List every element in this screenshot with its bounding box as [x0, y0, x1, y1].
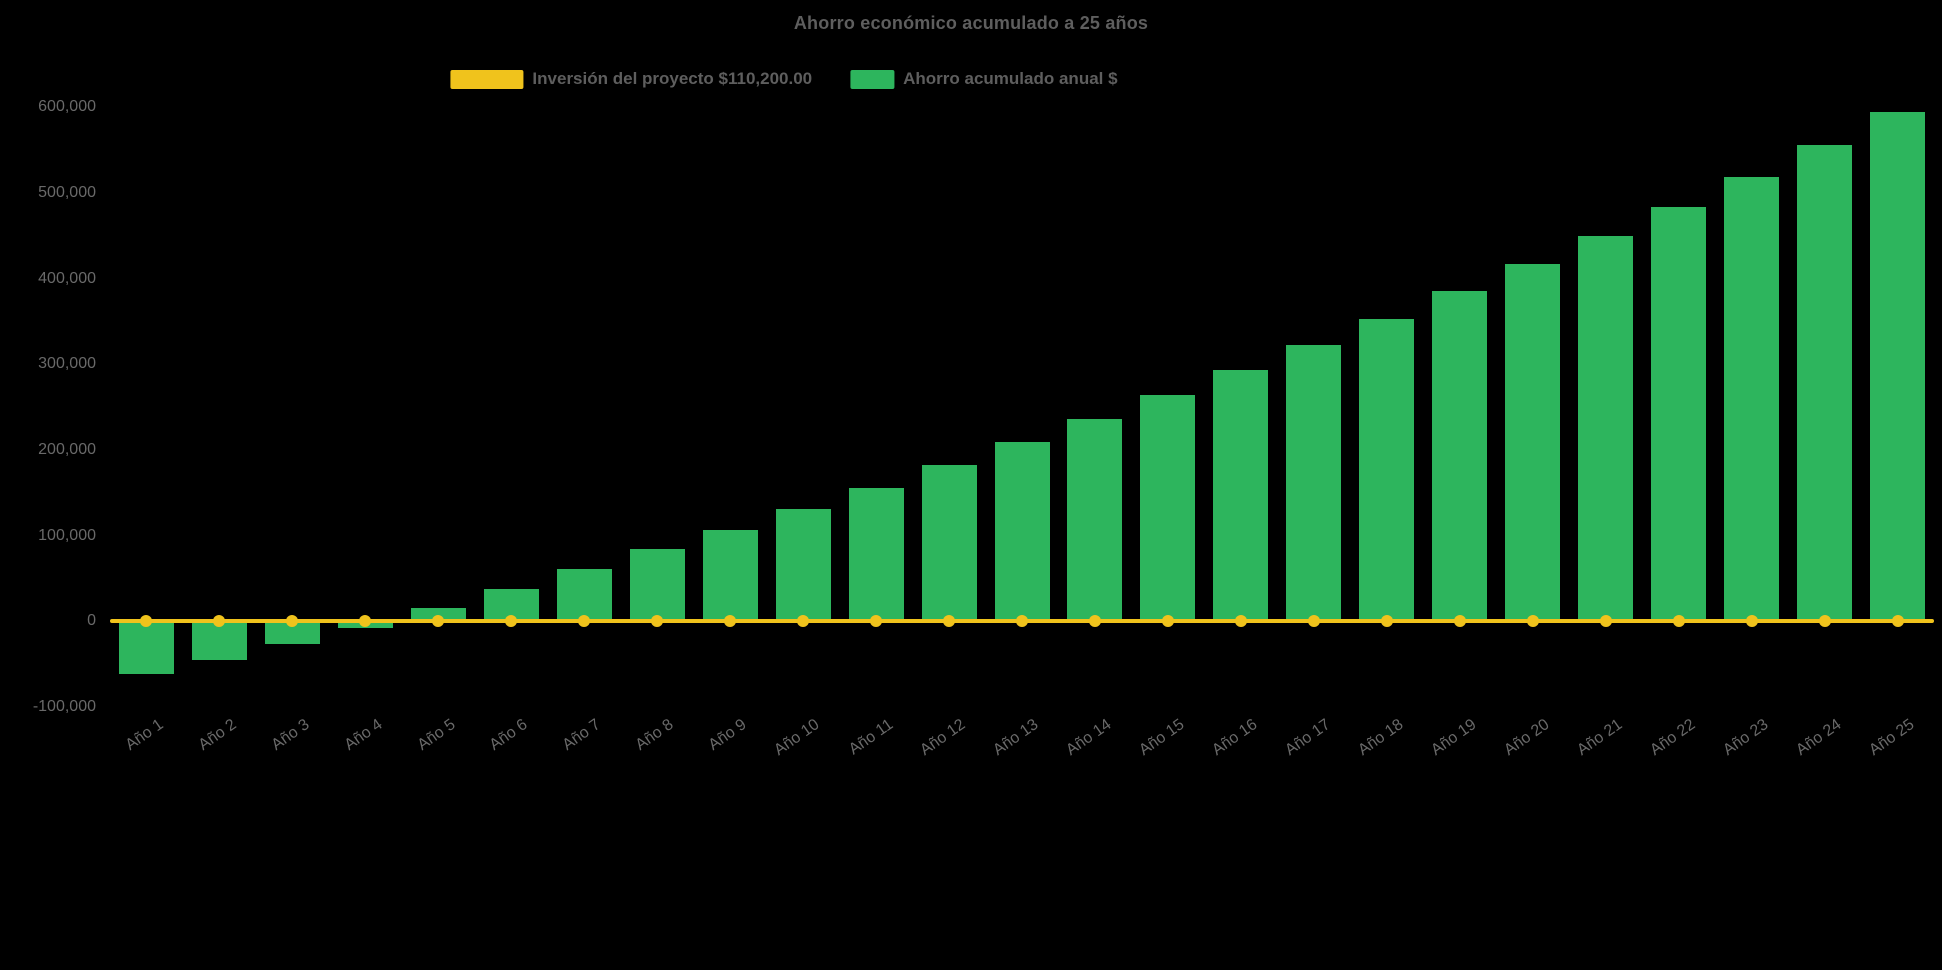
investment-line-marker [505, 615, 518, 628]
investment-line-marker [1745, 615, 1758, 628]
bar-year-22[interactable] [1651, 206, 1707, 622]
bar-year-12[interactable] [921, 465, 977, 622]
x-axis-tick-label: Año 24 [1793, 716, 1845, 760]
x-axis-tick-label: Año 1 [122, 716, 167, 754]
bar-year-14[interactable] [1067, 419, 1123, 622]
investment-line-marker [1891, 615, 1904, 628]
investment-line-marker [1016, 615, 1028, 628]
bar-year-19[interactable] [1432, 291, 1488, 622]
x-axis-tick-label: Año 11 [845, 716, 896, 759]
bar-year-21[interactable] [1578, 235, 1634, 622]
investment-line-marker [1672, 615, 1685, 628]
legend: Inversión del proyecto $110,200.00 Ahorr… [450, 69, 1118, 89]
investment-line-marker [797, 615, 810, 628]
x-axis-tick-label: Año 23 [1720, 716, 1772, 760]
y-axis-tick-label: -100,000 [32, 698, 96, 715]
x-axis-tick-label: Año 15 [1136, 716, 1188, 760]
x-axis-tick-label: Año 8 [632, 716, 677, 754]
legend-label-savings: Ahorro acumulado anual $ [903, 69, 1118, 88]
x-axis-tick-label: Año 18 [1355, 716, 1407, 760]
investment-line-marker [1818, 615, 1831, 628]
bar-year-20[interactable] [1505, 263, 1561, 622]
x-axis-tick-label: Año 4 [341, 716, 386, 754]
investment-line-marker [651, 615, 664, 628]
investment-line-marker [1234, 615, 1247, 628]
y-axis-tick-label: 100,000 [38, 526, 96, 544]
bar-year-5[interactable] [410, 608, 466, 622]
y-axis-tick-label: 500,000 [38, 183, 96, 201]
investment-line-marker [1307, 615, 1320, 628]
x-axis-tick-label: Año 9 [705, 716, 750, 754]
y-axis-tick-label: 0 [87, 612, 96, 630]
investment-line-marker [1453, 615, 1466, 628]
x-axis-tick-label: Año 12 [917, 716, 969, 760]
x-axis-tick-label: Año 2 [195, 716, 240, 754]
investment-swatch-icon [450, 69, 524, 89]
investment-line-marker [286, 615, 299, 628]
investment-line-marker [1599, 615, 1612, 628]
bar-year-25[interactable] [1870, 112, 1926, 622]
legend-label-investment: Inversión del proyecto $110,200.00 [532, 69, 813, 88]
bar-year-3[interactable] [264, 621, 320, 645]
bar-year-10[interactable] [775, 509, 831, 622]
legend-item-investment[interactable]: Inversión del proyecto $110,200.00 [450, 69, 812, 89]
x-axis-tick-label: Año 13 [990, 716, 1042, 760]
x-axis-tick-label: Año 16 [1209, 716, 1261, 760]
bar-year-1[interactable] [118, 621, 174, 675]
bar-year-17[interactable] [1286, 344, 1342, 622]
x-axis-tick-label: Año 5 [414, 716, 459, 754]
bar-year-11[interactable] [848, 487, 904, 622]
investment-line-marker [1161, 615, 1174, 628]
investment-line-marker [1380, 615, 1393, 628]
chart-title: Ahorro económico acumulado a 25 años [793, 13, 1149, 33]
bar-year-24[interactable] [1797, 144, 1853, 622]
x-axis-tick-label: Año 6 [487, 716, 532, 754]
x-axis-tick-label: Año 14 [1063, 716, 1115, 760]
legend-item-savings[interactable]: Ahorro acumulado anual $ [850, 69, 1118, 89]
bar-year-8[interactable] [629, 549, 685, 622]
investment-line-marker [578, 615, 591, 628]
investment-line-marker [724, 615, 737, 628]
x-axis-tick-label: Año 3 [268, 716, 313, 754]
bar-year-23[interactable] [1724, 176, 1780, 622]
savings-swatch-icon [850, 69, 895, 89]
investment-line-marker [213, 615, 226, 628]
bar-year-13[interactable] [994, 442, 1050, 622]
bar-year-9[interactable] [702, 529, 758, 622]
bar-year-16[interactable] [1213, 370, 1269, 622]
x-axis-tick-label: Año 21 [1574, 716, 1626, 760]
x-axis-tick-label: Año 22 [1647, 716, 1699, 760]
y-axis-tick-label: 400,000 [38, 269, 96, 287]
x-axis-tick-label: Año 10 [771, 716, 823, 760]
bar-year-18[interactable] [1359, 318, 1415, 622]
bar-year-15[interactable] [1140, 395, 1196, 622]
y-axis-tick-label: 200,000 [38, 440, 96, 458]
x-axis-tick-label: Año 20 [1501, 716, 1553, 760]
y-axis-tick-label: 300,000 [38, 355, 96, 373]
x-axis-tick-label: Año 19 [1428, 716, 1480, 760]
bar-year-7[interactable] [556, 569, 612, 622]
investment-line-marker [359, 615, 372, 628]
investment-line-marker [1526, 615, 1539, 628]
investment-line-marker [943, 615, 956, 628]
investment-line-marker [140, 615, 153, 628]
investment-line-marker [432, 615, 445, 628]
bar-year-2[interactable] [191, 621, 247, 660]
investment-line-marker [870, 615, 883, 628]
x-axis-tick-label: Año 25 [1865, 716, 1918, 760]
x-axis-tick-label: Año 7 [559, 716, 605, 754]
y-axis-tick-label: 600,000 [38, 98, 96, 116]
investment-line-marker [1088, 615, 1101, 628]
x-axis-tick-label: Año 17 [1282, 716, 1334, 760]
